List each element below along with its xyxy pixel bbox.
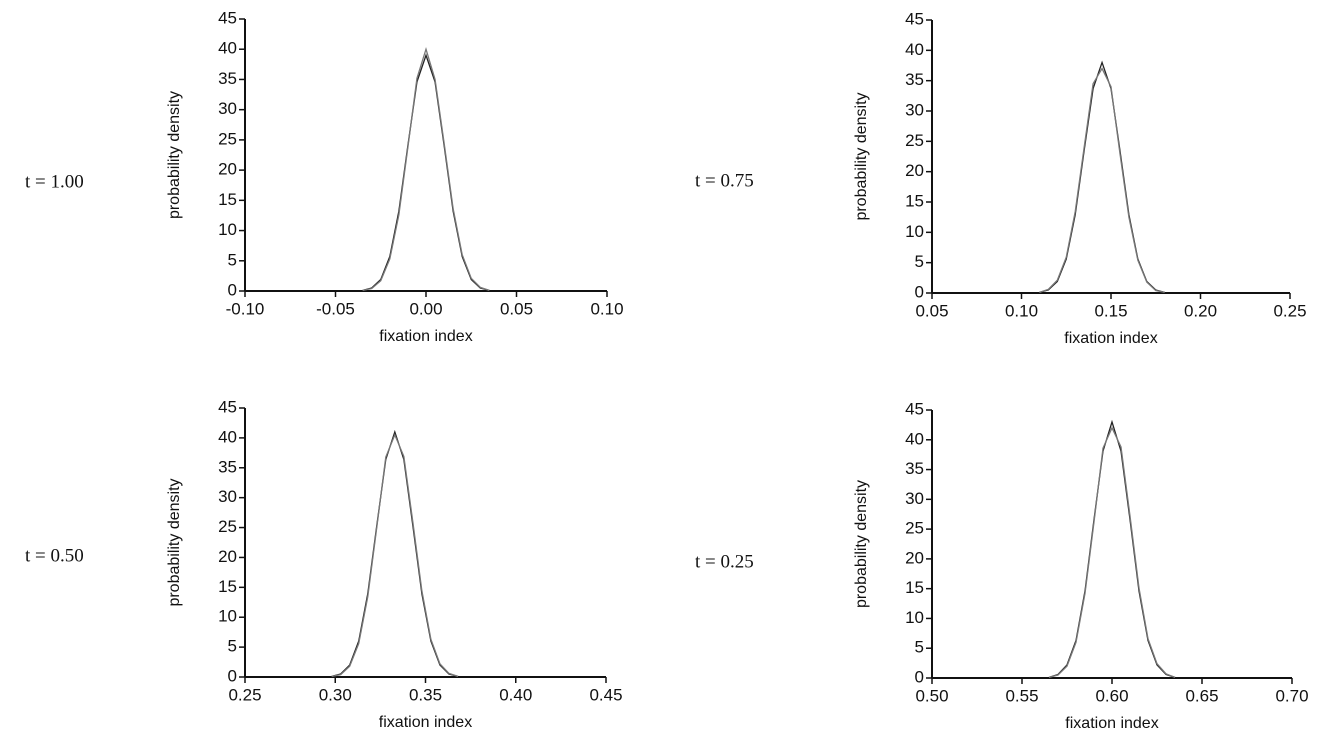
y-tick-label: 35	[905, 70, 924, 89]
density-curve	[1039, 60, 1165, 294]
y-tick-label: 40	[905, 429, 924, 448]
x-tick-label: 0.40	[499, 685, 532, 704]
y-tick-label: 0	[228, 666, 237, 685]
y-tick-label: 25	[218, 129, 237, 148]
x-tick-label: 0.05	[500, 299, 533, 318]
y-tick-label: 35	[905, 459, 924, 478]
y-tick-label: 40	[218, 427, 237, 446]
x-tick-label: 0.10	[590, 299, 623, 318]
x-axis-label: fixation index	[1065, 715, 1158, 732]
y-tick-label: 15	[218, 190, 237, 209]
x-tick-label: 0.20	[1184, 301, 1217, 320]
y-tick-label: 30	[218, 487, 237, 506]
density-curve	[1048, 419, 1176, 679]
panel-label: t = 0.25	[695, 551, 754, 572]
x-tick-label: 0.55	[1005, 686, 1038, 705]
y-tick-label: 15	[905, 578, 924, 597]
x-tick-label: 0.25	[228, 685, 261, 704]
y-tick-label: 10	[218, 607, 237, 626]
density-curve	[331, 433, 459, 678]
y-tick-label: 45	[218, 397, 237, 416]
x-axis-label: fixation index	[379, 328, 472, 345]
x-tick-label: 0.25	[1273, 301, 1306, 320]
y-tick-label: 45	[905, 9, 924, 28]
panel-label: t = 0.75	[695, 170, 754, 191]
x-tick-label: 0.10	[1005, 301, 1038, 320]
y-tick-label: 45	[218, 8, 237, 27]
y-tick-label: 20	[905, 161, 924, 180]
y-tick-label: 25	[905, 519, 924, 538]
panel-label: t = 1.00	[25, 171, 84, 192]
y-tick-label: 5	[915, 638, 924, 657]
x-tick-label: 0.30	[319, 685, 352, 704]
y-tick-label: 20	[218, 160, 237, 179]
y-tick-label: 20	[905, 548, 924, 567]
y-tick-label: 25	[905, 131, 924, 150]
y-tick-label: 5	[915, 252, 924, 271]
x-tick-label: 0.50	[915, 686, 948, 705]
y-tick-label: 40	[218, 39, 237, 58]
y-tick-label: 0	[915, 667, 924, 686]
y-tick-label: 5	[228, 250, 237, 269]
density-curve	[362, 46, 490, 292]
x-tick-label: 0.35	[409, 685, 442, 704]
x-tick-label: 0.60	[1095, 686, 1128, 705]
x-tick-label: -0.10	[226, 299, 265, 318]
y-tick-label: 40	[905, 40, 924, 59]
x-axis-label: fixation index	[379, 714, 472, 731]
y-axis-label: probability density	[853, 480, 870, 608]
x-axis-label: fixation index	[1064, 330, 1157, 347]
density-curve	[331, 429, 459, 678]
x-tick-label: 0.05	[915, 301, 948, 320]
y-tick-label: 30	[218, 99, 237, 118]
y-tick-label: 25	[218, 517, 237, 536]
y-tick-label: 15	[218, 577, 237, 596]
y-tick-label: 30	[905, 489, 924, 508]
y-tick-label: 10	[905, 222, 924, 241]
density-curve	[1048, 426, 1176, 679]
y-tick-label: 20	[218, 547, 237, 566]
y-axis-label: probability density	[166, 91, 183, 219]
y-tick-label: 45	[905, 399, 924, 418]
x-tick-label: 0.65	[1185, 686, 1218, 705]
y-axis-label: probability density	[853, 92, 870, 220]
x-tick-label: 0.70	[1275, 686, 1308, 705]
y-tick-label: 10	[218, 220, 237, 239]
y-tick-label: 0	[228, 280, 237, 299]
y-axis-label: probability density	[166, 478, 183, 606]
density-curve	[1039, 67, 1165, 294]
y-tick-label: 5	[228, 637, 237, 656]
y-tick-label: 35	[218, 69, 237, 88]
y-tick-label: 35	[218, 457, 237, 476]
density-curve	[362, 53, 490, 292]
y-tick-label: 10	[905, 608, 924, 627]
x-tick-label: 0.15	[1094, 301, 1127, 320]
x-tick-label: 0.00	[409, 299, 442, 318]
y-tick-label: 0	[915, 282, 924, 301]
panel-label: t = 0.50	[25, 545, 84, 566]
x-tick-label: 0.45	[589, 685, 622, 704]
x-tick-label: -0.05	[316, 299, 355, 318]
y-tick-label: 15	[905, 191, 924, 210]
y-tick-label: 30	[905, 100, 924, 119]
